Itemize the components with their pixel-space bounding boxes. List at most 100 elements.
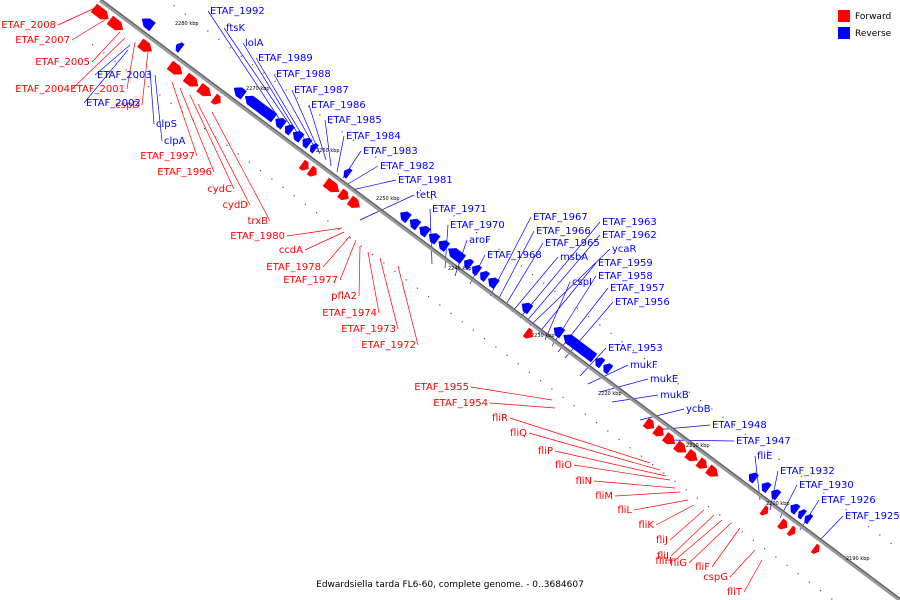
gene-label-etaf-1978: ETAF_1978	[266, 262, 321, 273]
reverse-gene-arrow[interactable]	[804, 513, 814, 525]
gene-label-ycar: ycaR	[612, 244, 637, 255]
reverse-gene-arrow[interactable]	[438, 240, 451, 252]
gene-label-etaf-1980: ETAF_1980	[230, 231, 285, 242]
gene-label-muke: mukE	[650, 374, 678, 385]
gene-label-cydc: cydC	[207, 184, 232, 195]
forward-gene-arrow[interactable]	[210, 93, 221, 105]
gene-label-etaf-2003: ETAF_2003	[97, 70, 152, 81]
forward-gene-arrow[interactable]	[346, 195, 360, 208]
gene-label-etaf-1977: ETAF_1977	[283, 275, 338, 286]
reverse-gene-arrow[interactable]	[419, 225, 431, 238]
forward-gene-arrow[interactable]	[137, 38, 152, 52]
forward-gene-arrow[interactable]	[695, 457, 708, 469]
reverse-gene-arrow[interactable]	[480, 270, 491, 282]
scale-tick-label: 2200 kbp	[766, 501, 790, 507]
gene-label-cydd: cydD	[223, 200, 249, 211]
gene-label-flin: fliN	[575, 476, 592, 487]
gene-label-ycbb: ycbB	[686, 404, 711, 415]
gene-label-flik: fliK	[638, 520, 654, 531]
reverse-gene-arrow[interactable]	[748, 472, 759, 484]
forward-gene-arrow[interactable]	[759, 505, 769, 516]
gene-label-clps: clpS	[156, 119, 177, 130]
gene-label-etaf-1957: ETAF_1957	[610, 283, 665, 294]
reverse-gene-arrow[interactable]	[761, 482, 772, 494]
scale-tick-label: 2270 kbp	[246, 86, 270, 92]
reverse-gene-arrow[interactable]	[244, 95, 278, 123]
reverse-gene-arrow[interactable]	[233, 87, 247, 100]
gene-label-etaf-1972: ETAF_1972	[361, 340, 416, 351]
gene-label-pfla2: pflA2	[331, 291, 357, 302]
forward-gene-arrow[interactable]	[322, 177, 340, 193]
gene-label-etaf-1988: ETAF_1988	[276, 69, 331, 80]
reverse-gene-arrow[interactable]	[448, 248, 467, 264]
gene-label-etaf-1932: ETAF_1932	[780, 466, 835, 477]
gene-label-etaf-1962: ETAF_1962	[602, 230, 657, 241]
forward-gene-arrow[interactable]	[684, 448, 698, 462]
gene-label-fliq: fliQ	[510, 428, 527, 439]
reverse-gene-arrow[interactable]	[464, 258, 475, 270]
gene-label-etaf-1947: ETAF_1947	[736, 436, 791, 447]
gene-label-etaf-1926: ETAF_1926	[821, 495, 876, 506]
reverse-gene-arrow[interactable]	[284, 124, 295, 136]
scale-tick-label: 2210 kbp	[686, 443, 710, 449]
gene-label-etaf-1982: ETAF_1982	[380, 161, 435, 172]
forward-gene-arrow[interactable]	[642, 417, 655, 430]
forward-gene-arrow[interactable]	[166, 60, 183, 75]
gene-label-flij: fliJ	[656, 535, 668, 546]
gene-label-mukf: mukF	[630, 360, 658, 371]
gene-label-etaf-1930: ETAF_1930	[799, 480, 854, 491]
gene-label-etaf-1956: ETAF_1956	[615, 297, 670, 308]
gene-label-tetr: tetR	[416, 190, 437, 201]
forward-gene-arrow[interactable]	[705, 464, 719, 477]
forward-gene-arrow[interactable]	[673, 440, 687, 453]
reverse-gene-arrow[interactable]	[309, 143, 319, 154]
reverse-gene-arrow[interactable]	[292, 131, 305, 143]
forward-gene-arrow[interactable]	[90, 3, 109, 20]
gene-label-etaf-2001: ETAF_2001	[70, 84, 125, 95]
forward-gene-arrow[interactable]	[337, 188, 349, 201]
gene-label-mukb: mukB	[660, 390, 689, 401]
reverse-gene-arrow[interactable]	[603, 363, 614, 375]
reverse-gene-arrow[interactable]	[400, 211, 412, 224]
reverse-gene-arrow[interactable]	[563, 334, 598, 363]
reverse-gene-arrow[interactable]	[553, 326, 566, 339]
forward-gene-arrow[interactable]	[196, 82, 212, 97]
reverse-gene-arrow[interactable]	[141, 18, 156, 32]
reverse-gene-arrow[interactable]	[771, 489, 782, 501]
reverse-gene-arrow[interactable]	[302, 137, 313, 149]
gene-label-flif: fliF	[695, 562, 710, 573]
gene-label-flie: fliE	[757, 451, 772, 462]
forward-gene-arrow[interactable]	[106, 15, 124, 31]
forward-gene-arrow[interactable]	[306, 165, 317, 177]
forward-gene-arrow[interactable]	[298, 159, 309, 171]
gene-label-etaf-1986: ETAF_1986	[311, 100, 366, 111]
forward-gene-arrow[interactable]	[661, 432, 676, 445]
reverse-gene-arrow[interactable]	[428, 233, 441, 245]
reverse-gene-arrow[interactable]	[790, 503, 801, 515]
reverse-gene-arrow[interactable]	[409, 218, 422, 231]
forward-gene-arrow[interactable]	[810, 543, 820, 555]
reverse-gene-arrow[interactable]	[521, 302, 534, 315]
reverse-gene-arrow[interactable]	[595, 357, 606, 369]
forward-gene-arrow[interactable]	[777, 518, 788, 530]
scale-tick-label: 2250 kbp	[376, 196, 400, 202]
gene-label-msba: msbA	[560, 252, 588, 263]
reverse-gene-arrow[interactable]	[343, 168, 353, 179]
reverse-gene-arrow[interactable]	[472, 264, 483, 276]
gene-label-etaf-1997: ETAF_1997	[140, 151, 195, 162]
forward-gene-arrow[interactable]	[522, 327, 533, 339]
gene-label-etaf-1984: ETAF_1984	[346, 131, 401, 142]
reverse-gene-arrow[interactable]	[488, 277, 500, 290]
reverse-gene-arrow[interactable]	[175, 42, 185, 53]
reverse-gene-arrow[interactable]	[797, 509, 807, 520]
gene-label-flit: fliT	[727, 587, 743, 598]
forward-gene-arrow[interactable]	[652, 424, 664, 437]
forward-gene-arrow[interactable]	[182, 72, 199, 87]
gene-label-etaf-1953: ETAF_1953	[608, 343, 663, 354]
reverse-gene-arrow[interactable]	[275, 117, 287, 130]
gene-label-etaf-1955: ETAF_1955	[414, 382, 469, 393]
gene-label-flim: fliM	[595, 491, 613, 502]
forward-gene-arrow[interactable]	[786, 525, 796, 537]
